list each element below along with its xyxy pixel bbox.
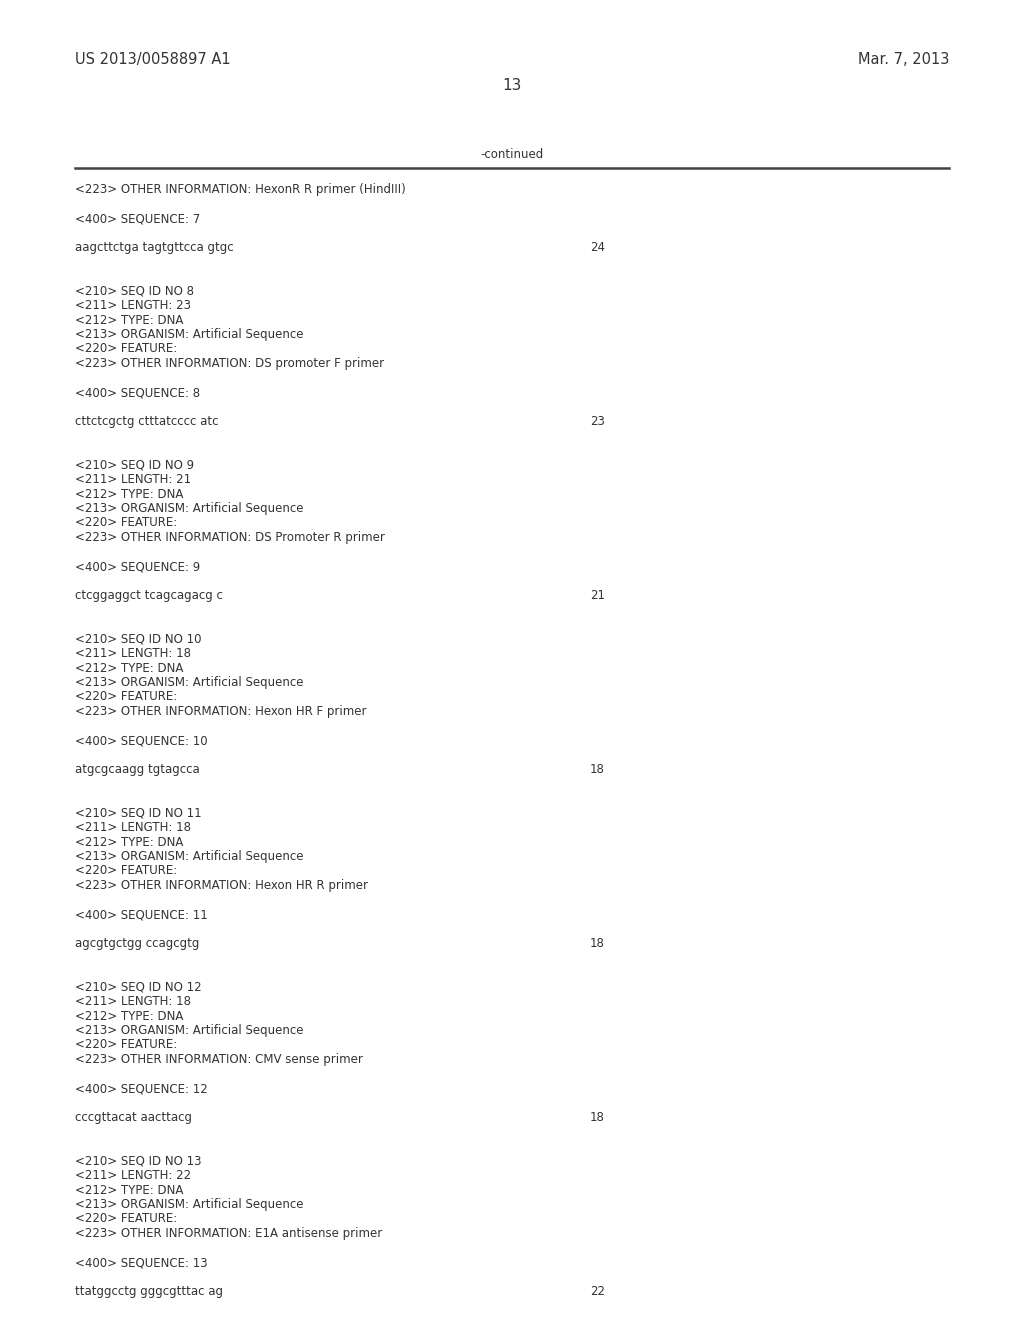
Text: <210> SEQ ID NO 13: <210> SEQ ID NO 13: [75, 1155, 202, 1167]
Text: <212> TYPE: DNA: <212> TYPE: DNA: [75, 1184, 183, 1196]
Text: 23: 23: [590, 414, 605, 428]
Text: <220> FEATURE:: <220> FEATURE:: [75, 865, 177, 878]
Text: <211> LENGTH: 18: <211> LENGTH: 18: [75, 995, 191, 1008]
Text: <210> SEQ ID NO 10: <210> SEQ ID NO 10: [75, 632, 202, 645]
Text: <223> OTHER INFORMATION: Hexon HR R primer: <223> OTHER INFORMATION: Hexon HR R prim…: [75, 879, 368, 892]
Text: <220> FEATURE:: <220> FEATURE:: [75, 690, 177, 704]
Text: <400> SEQUENCE: 11: <400> SEQUENCE: 11: [75, 908, 208, 921]
Text: <213> ORGANISM: Artificial Sequence: <213> ORGANISM: Artificial Sequence: [75, 1199, 303, 1210]
Text: <400> SEQUENCE: 10: <400> SEQUENCE: 10: [75, 734, 208, 747]
Text: <211> LENGTH: 22: <211> LENGTH: 22: [75, 1170, 191, 1181]
Text: Mar. 7, 2013: Mar. 7, 2013: [858, 51, 949, 67]
Text: <211> LENGTH: 18: <211> LENGTH: 18: [75, 821, 191, 834]
Text: <220> FEATURE:: <220> FEATURE:: [75, 342, 177, 355]
Text: 18: 18: [590, 1111, 605, 1125]
Text: <223> OTHER INFORMATION: E1A antisense primer: <223> OTHER INFORMATION: E1A antisense p…: [75, 1228, 382, 1239]
Text: <223> OTHER INFORMATION: CMV sense primer: <223> OTHER INFORMATION: CMV sense prime…: [75, 1053, 362, 1067]
Text: <223> OTHER INFORMATION: Hexon HR F primer: <223> OTHER INFORMATION: Hexon HR F prim…: [75, 705, 367, 718]
Text: <210> SEQ ID NO 8: <210> SEQ ID NO 8: [75, 285, 194, 297]
Text: 13: 13: [503, 78, 521, 92]
Text: <213> ORGANISM: Artificial Sequence: <213> ORGANISM: Artificial Sequence: [75, 327, 303, 341]
Text: <212> TYPE: DNA: <212> TYPE: DNA: [75, 1010, 183, 1023]
Text: 18: 18: [590, 763, 605, 776]
Text: 22: 22: [590, 1284, 605, 1298]
Text: <213> ORGANISM: Artificial Sequence: <213> ORGANISM: Artificial Sequence: [75, 676, 303, 689]
Text: <213> ORGANISM: Artificial Sequence: <213> ORGANISM: Artificial Sequence: [75, 850, 303, 863]
Text: agcgtgctgg ccagcgtg: agcgtgctgg ccagcgtg: [75, 937, 200, 950]
Text: <400> SEQUENCE: 13: <400> SEQUENCE: 13: [75, 1257, 208, 1269]
Text: <400> SEQUENCE: 7: <400> SEQUENCE: 7: [75, 213, 201, 224]
Text: cttctcgctg ctttatcccc atc: cttctcgctg ctttatcccc atc: [75, 414, 218, 428]
Text: <400> SEQUENCE: 12: <400> SEQUENCE: 12: [75, 1082, 208, 1096]
Text: 21: 21: [590, 589, 605, 602]
Text: <400> SEQUENCE: 8: <400> SEQUENCE: 8: [75, 385, 200, 399]
Text: <210> SEQ ID NO 12: <210> SEQ ID NO 12: [75, 981, 202, 994]
Text: <220> FEATURE:: <220> FEATURE:: [75, 1213, 177, 1225]
Text: <223> OTHER INFORMATION: HexonR R primer (HindIII): <223> OTHER INFORMATION: HexonR R primer…: [75, 183, 406, 195]
Text: 24: 24: [590, 242, 605, 253]
Text: cccgttacat aacttacg: cccgttacat aacttacg: [75, 1111, 193, 1125]
Text: <211> LENGTH: 23: <211> LENGTH: 23: [75, 300, 191, 312]
Text: <400> SEQUENCE: 9: <400> SEQUENCE: 9: [75, 560, 201, 573]
Text: US 2013/0058897 A1: US 2013/0058897 A1: [75, 51, 230, 67]
Text: -continued: -continued: [480, 148, 544, 161]
Text: <223> OTHER INFORMATION: DS Promoter R primer: <223> OTHER INFORMATION: DS Promoter R p…: [75, 531, 385, 544]
Text: <210> SEQ ID NO 9: <210> SEQ ID NO 9: [75, 458, 195, 471]
Text: ctcggaggct tcagcagacg c: ctcggaggct tcagcagacg c: [75, 589, 223, 602]
Text: <220> FEATURE:: <220> FEATURE:: [75, 516, 177, 529]
Text: <211> LENGTH: 21: <211> LENGTH: 21: [75, 473, 191, 486]
Text: <223> OTHER INFORMATION: DS promoter F primer: <223> OTHER INFORMATION: DS promoter F p…: [75, 356, 384, 370]
Text: 18: 18: [590, 937, 605, 950]
Text: <212> TYPE: DNA: <212> TYPE: DNA: [75, 661, 183, 675]
Text: <211> LENGTH: 18: <211> LENGTH: 18: [75, 647, 191, 660]
Text: <220> FEATURE:: <220> FEATURE:: [75, 1039, 177, 1052]
Text: <213> ORGANISM: Artificial Sequence: <213> ORGANISM: Artificial Sequence: [75, 1024, 303, 1038]
Text: <212> TYPE: DNA: <212> TYPE: DNA: [75, 487, 183, 500]
Text: <212> TYPE: DNA: <212> TYPE: DNA: [75, 836, 183, 849]
Text: atgcgcaagg tgtagcca: atgcgcaagg tgtagcca: [75, 763, 200, 776]
Text: aagcttctga tagtgttcca gtgc: aagcttctga tagtgttcca gtgc: [75, 242, 233, 253]
Text: ttatggcctg gggcgtttac ag: ttatggcctg gggcgtttac ag: [75, 1284, 223, 1298]
Text: <213> ORGANISM: Artificial Sequence: <213> ORGANISM: Artificial Sequence: [75, 502, 303, 515]
Text: <210> SEQ ID NO 11: <210> SEQ ID NO 11: [75, 807, 202, 820]
Text: <212> TYPE: DNA: <212> TYPE: DNA: [75, 314, 183, 326]
